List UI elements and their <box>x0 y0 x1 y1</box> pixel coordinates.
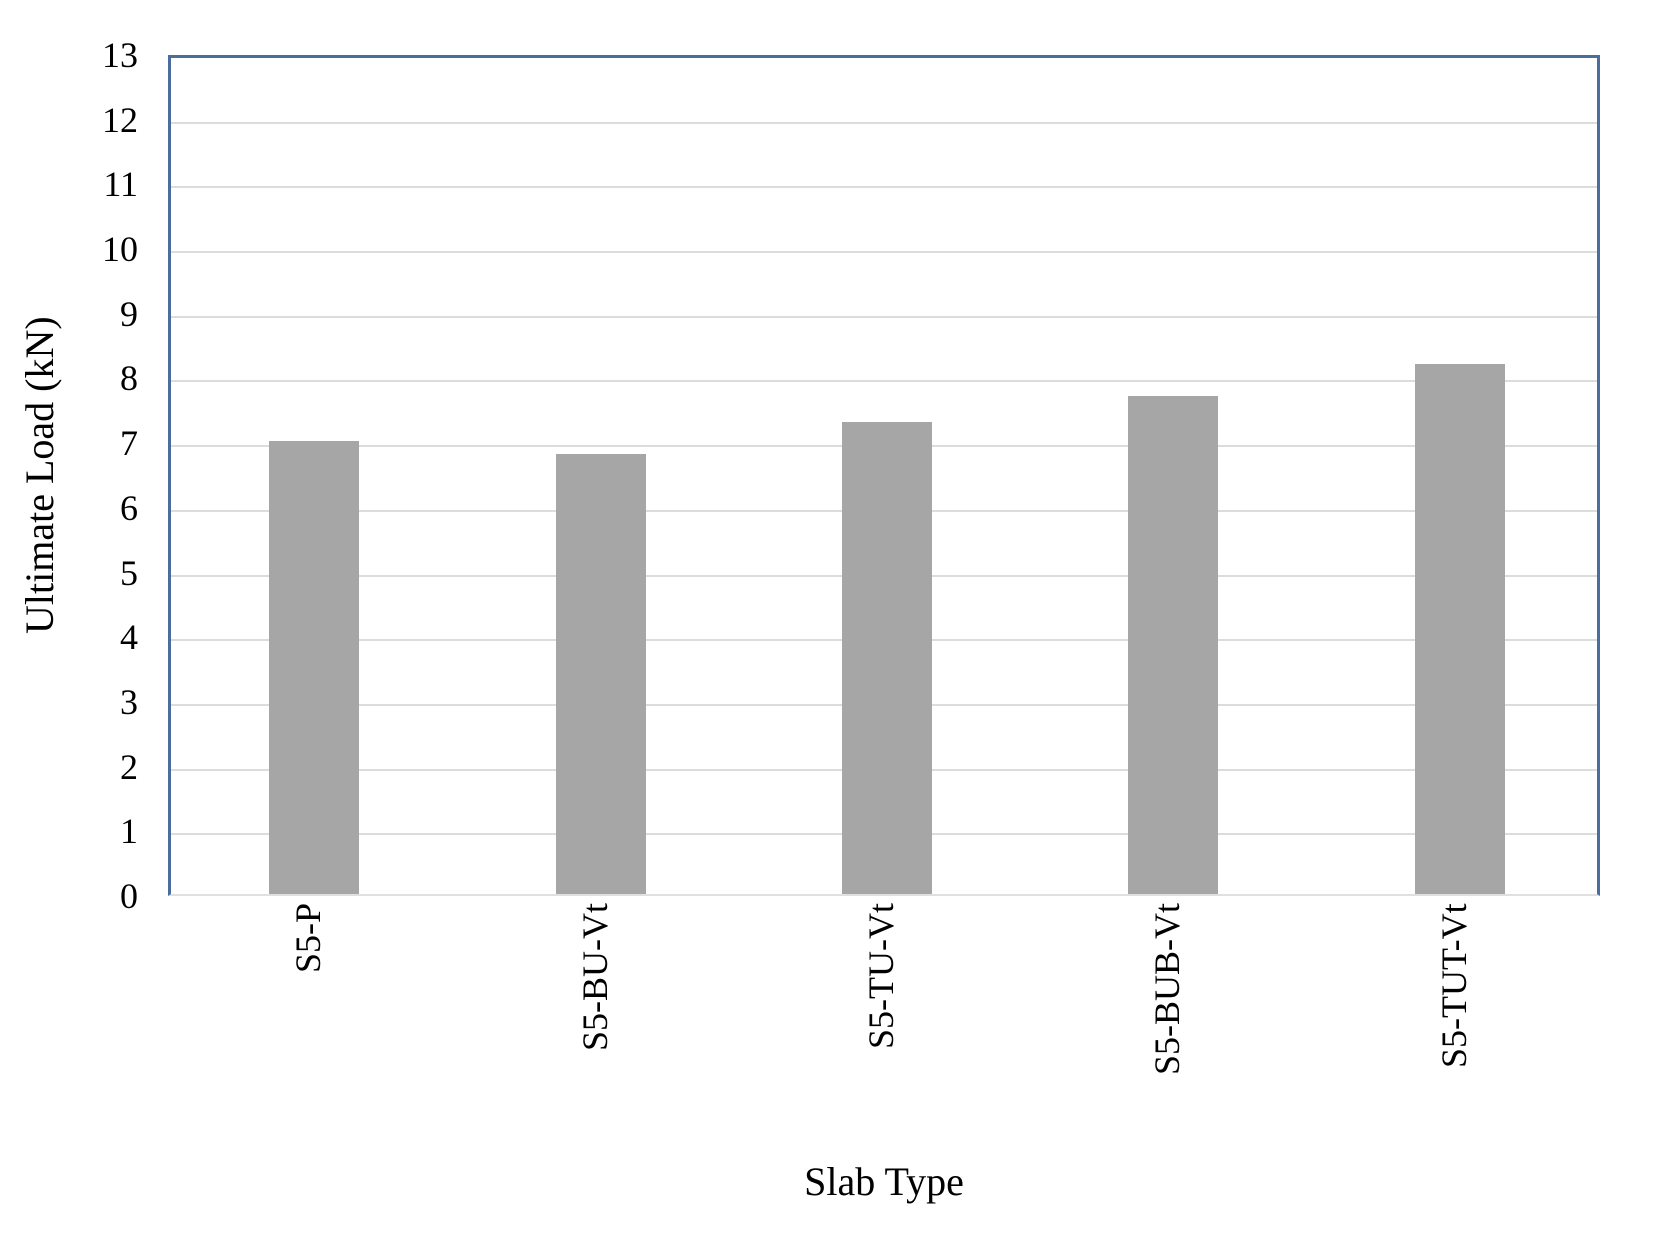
y-tick-label: 8 <box>120 358 138 399</box>
x-category-label: S5-P <box>288 903 329 974</box>
plot-area <box>168 55 1600 896</box>
x-category-label: S5-TU-Vt <box>861 903 901 1049</box>
x-category-label: S5-BU-Vt <box>574 903 615 1052</box>
y-tick-label: 2 <box>120 746 138 787</box>
y-axis-title: Ultimate Load (kN) <box>17 316 62 635</box>
y-tick-label: 6 <box>120 487 138 528</box>
y-tick-label: 12 <box>102 99 138 140</box>
y-tick-label: 7 <box>120 423 138 464</box>
gridline <box>171 315 1597 318</box>
y-tick-label: 5 <box>120 552 138 593</box>
y-tick-label: 0 <box>120 876 138 916</box>
gridline <box>171 121 1597 124</box>
y-tick-label: 9 <box>120 293 138 334</box>
bar-S5-TU-Vt <box>842 421 932 894</box>
y-tick-label: 3 <box>120 681 138 722</box>
bar-S5-BUB-Vt <box>1128 395 1219 894</box>
bar-S5-BU-Vt <box>555 454 646 894</box>
y-tick-label: 13 <box>102 35 138 75</box>
gridline <box>171 251 1597 254</box>
gridline <box>171 186 1597 189</box>
bar-S5-TUT-Vt <box>1414 363 1505 894</box>
x-category-label: S5-BUB-Vt <box>1147 903 1188 1076</box>
bar-S5-P <box>269 441 360 894</box>
y-tick-label: 11 <box>103 164 138 205</box>
y-tick-label: 1 <box>120 811 138 852</box>
gridline <box>171 380 1597 383</box>
y-tick-label: 4 <box>120 617 138 658</box>
x-category-label: S5-TUT-Vt <box>1433 903 1474 1068</box>
y-tick-label: 10 <box>102 229 138 270</box>
x-axis-title: Slab Type <box>804 1159 964 1204</box>
